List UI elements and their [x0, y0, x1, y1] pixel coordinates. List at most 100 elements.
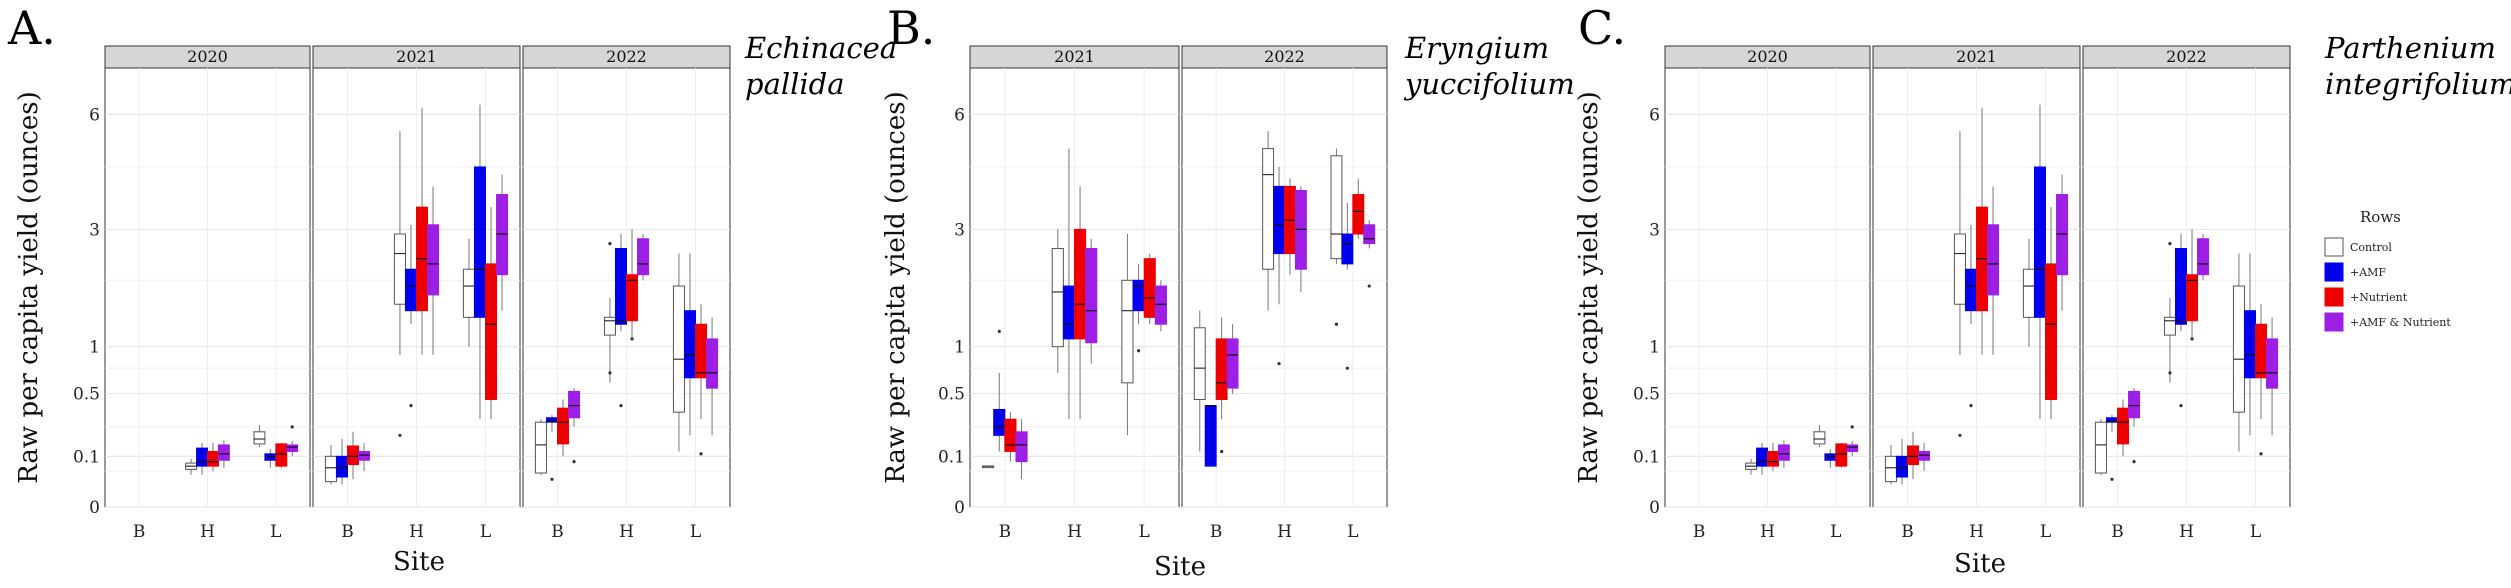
box-body	[672, 285, 685, 413]
box-B-control	[1884, 444, 1897, 485]
box-body	[2117, 407, 2130, 445]
x-tick-label: B	[133, 522, 146, 542]
x-tick-label: L	[1139, 522, 1150, 542]
box-B--amf-nutrient	[568, 388, 581, 464]
box-body	[1835, 443, 1848, 467]
legend-swatch	[2324, 237, 2344, 257]
box-body	[335, 455, 348, 478]
box-B--amf	[1895, 438, 1908, 485]
x-tick-label: L	[270, 522, 281, 542]
legend: Rows Control +AMF +Nutrient +AMF & Nutrient	[2324, 208, 2451, 332]
x-tick-label: B	[1693, 522, 1706, 542]
box-outlier	[997, 329, 1001, 333]
legend-label: Control	[2350, 241, 2392, 254]
y-tick-label: 0	[89, 498, 100, 518]
box-body	[1215, 338, 1228, 400]
x-tick-label: B	[2111, 522, 2124, 542]
y-tick-label: 0	[954, 498, 965, 518]
box-body	[1330, 155, 1343, 260]
y-axis-title: Raw per capita yield (ounces)	[881, 91, 911, 484]
facet-2022: 2022 B H L	[522, 45, 731, 542]
box-outlier	[1958, 433, 1962, 437]
facet-2021: 2021 B H L	[1872, 45, 2081, 542]
x-tick-label: H	[409, 522, 424, 542]
box-outlier	[699, 452, 703, 456]
box-body	[2033, 166, 2046, 318]
box-B--amf-nutrient	[1918, 442, 1931, 472]
x-tick-label: H	[619, 522, 634, 542]
legend-item: +AMF & Nutrient	[2324, 312, 2451, 332]
box-H--amf-nutrient	[427, 186, 440, 355]
box-B--amf-nutrient	[1015, 419, 1028, 480]
box-body	[557, 407, 570, 445]
box-body	[2197, 238, 2210, 276]
y-tick-label: 0.1	[938, 447, 965, 467]
x-tick-label: L	[2040, 522, 2051, 542]
box-B--amf	[1204, 405, 1217, 467]
box-body	[1193, 327, 1206, 400]
y-tick-label: 6	[954, 105, 965, 125]
y-tick-label: 1	[1649, 338, 1660, 358]
box-H--amf-nutrient	[217, 440, 230, 468]
box-body	[1907, 445, 1920, 466]
box-body	[2243, 310, 2256, 379]
panel-letter: C.	[1578, 1, 1626, 55]
x-tick-label: B	[1210, 522, 1223, 542]
box-body	[2186, 274, 2199, 322]
box-B--nutrient	[557, 399, 570, 457]
box-body	[683, 310, 697, 379]
x-tick-label: L	[2250, 522, 2261, 542]
box-L--amf	[264, 449, 277, 468]
box-body	[1074, 228, 1087, 340]
box-body	[286, 444, 299, 452]
box-body	[1341, 233, 1354, 265]
box-body	[1262, 148, 1275, 270]
box-outlier	[2110, 477, 2114, 481]
box-body	[1062, 285, 1076, 340]
box-L--nutrient	[275, 442, 288, 468]
box-body	[2094, 421, 2107, 474]
box-body	[1813, 431, 1826, 445]
box-body	[1884, 455, 1897, 483]
box-outlier	[1220, 449, 1224, 454]
box-B-control	[534, 419, 547, 475]
box-H--amf	[404, 224, 417, 408]
x-tick-label: L	[1830, 522, 1841, 542]
box-body	[2128, 390, 2141, 419]
box-B--amf-nutrient	[358, 442, 371, 472]
species-name: pallida	[745, 67, 845, 101]
box-L--amf-nutrient	[1846, 425, 1859, 457]
box-body	[485, 263, 498, 400]
box-outlier	[2259, 452, 2263, 456]
box-H--amf-nutrient	[1987, 186, 2000, 355]
x-tick-label: L	[480, 522, 491, 542]
box-B-control	[982, 465, 995, 469]
box-outlier	[409, 404, 413, 408]
box-body	[264, 453, 277, 461]
species-name: yuccifolium	[1403, 67, 1575, 101]
x-tick-label: H	[200, 522, 215, 542]
box-B--nutrient	[2117, 399, 2130, 457]
box-outlier	[290, 425, 294, 429]
facet-strip-label: 2021	[1054, 47, 1095, 66]
box-body	[614, 248, 628, 325]
box-body	[324, 455, 337, 483]
box-body	[1121, 279, 1134, 384]
box-body	[2255, 323, 2268, 379]
box-outlier	[1334, 322, 1339, 326]
box-outlier	[1277, 362, 1281, 366]
box-B--amf-nutrient	[1226, 324, 1239, 394]
box-body	[1004, 418, 1017, 452]
box-body	[2105, 417, 2118, 423]
x-tick-label: L	[1347, 522, 1358, 542]
x-tick-label: H	[1969, 522, 1984, 542]
box-body	[1015, 431, 1028, 463]
box-outlier	[2190, 337, 2194, 341]
legend-item: +AMF	[2324, 262, 2386, 282]
x-axis-title: Site	[393, 547, 445, 577]
box-outlier	[1345, 366, 1349, 370]
facet-2020: 2020 B H L	[104, 45, 311, 542]
box-B--amf	[545, 414, 559, 481]
